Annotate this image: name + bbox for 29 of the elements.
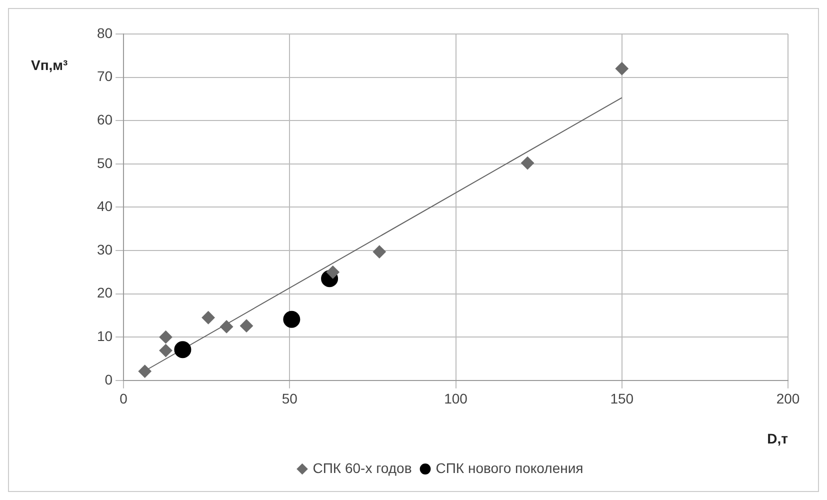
point [615, 62, 628, 76]
y-tick-label: 20 [96, 284, 113, 301]
x-tick-label: 50 [282, 390, 298, 407]
point [220, 320, 234, 334]
point [159, 330, 172, 344]
point [283, 310, 300, 328]
x-axis-title: D,т [767, 430, 788, 446]
legend-label: СПК нового поколения [436, 460, 584, 476]
x-tick-label: 100 [444, 390, 468, 407]
point [159, 344, 172, 358]
point [521, 156, 534, 170]
point [174, 341, 192, 358]
x-tick-label: 150 [610, 390, 634, 407]
point [138, 364, 152, 378]
y-tick-label: 80 [96, 24, 113, 41]
point [372, 245, 386, 258]
y-tick-label: 50 [96, 154, 113, 171]
y-tick-label: 30 [96, 241, 113, 258]
point [240, 319, 253, 332]
y-tick-label: 60 [96, 111, 113, 128]
x-tick-label: 200 [776, 390, 800, 407]
y-tick-label: 0 [104, 371, 113, 388]
point [202, 311, 215, 324]
legend-label: СПК 60-х годов [312, 460, 412, 476]
y-tick-label: 70 [96, 68, 113, 84]
x-tick-label: 0 [120, 390, 128, 407]
y-tick-label: 10 [96, 328, 113, 344]
y-tick-label: 40 [96, 198, 113, 214]
y-axis-title: Vп,м³ [31, 56, 68, 73]
